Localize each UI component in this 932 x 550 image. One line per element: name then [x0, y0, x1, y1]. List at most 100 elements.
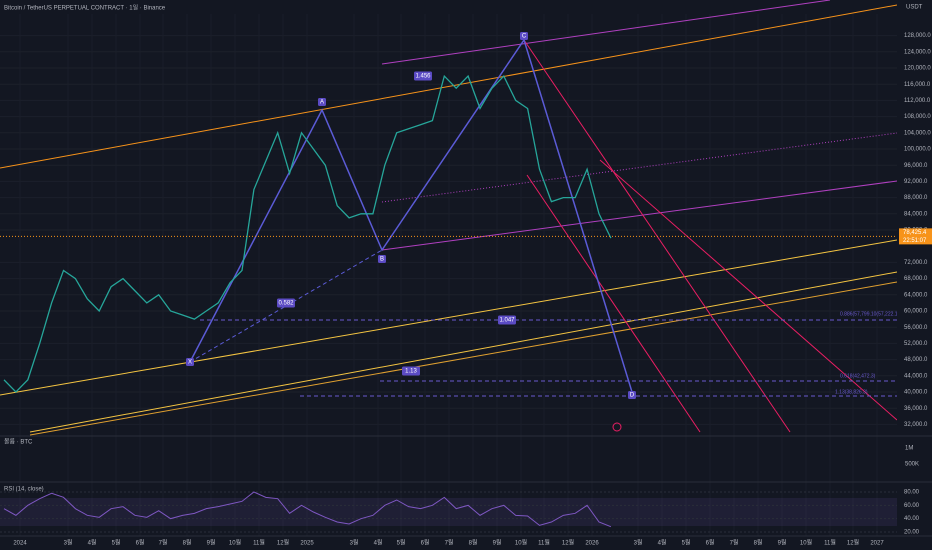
rsi-title: RSI (14, close)	[4, 487, 44, 493]
ratio-label: 1.13	[405, 369, 417, 375]
currency: USDT	[906, 5, 923, 11]
last-price-box	[899, 228, 932, 245]
time-label: 11월	[253, 539, 265, 547]
price-tick-label: 104,000.0	[904, 130, 931, 136]
price-axis	[897, 0, 932, 550]
ratio-box	[414, 71, 432, 81]
pattern-point-box	[628, 391, 636, 399]
time-label: 10월	[229, 539, 241, 547]
time-label: 2026	[585, 541, 599, 547]
ratio-box	[498, 315, 516, 325]
time-label: 8월	[754, 539, 763, 547]
time-label: 2027	[870, 541, 884, 547]
price-tick-label: 88,000.0	[904, 195, 928, 201]
fib-label: 0.886(57,799.10(57,222.1))	[840, 311, 901, 317]
time-label: 9월	[493, 539, 502, 547]
price-tick-label: 92,000.0	[904, 179, 928, 185]
price-tick-label: 100,000.0	[904, 147, 931, 153]
ratio-label: 1.456	[415, 74, 431, 80]
price-tick-label: 44,000.0	[904, 373, 928, 379]
price-line	[3, 74, 612, 393]
price-tick-label: 60,000.0	[904, 309, 928, 315]
time-label: 3월	[350, 539, 359, 547]
time-label: 5월	[397, 539, 406, 547]
trend-line	[29, 281, 898, 436]
rsi-tick-label: 40.00	[904, 516, 920, 522]
channel-line	[381, 180, 898, 251]
time-label: 3월	[64, 539, 73, 547]
rsi-tick-label: 60.00	[904, 503, 920, 509]
rsi-tick-label: 80.00	[904, 490, 920, 496]
grid	[0, 14, 897, 536]
chart-title: Bitcoin / TetherUS PERPETUAL CONTRACT · …	[4, 4, 166, 12]
time-label: 8월	[469, 539, 478, 547]
price-tick-label: 40,000.0	[904, 390, 928, 396]
price-tick-label: 36,000.0	[904, 406, 928, 412]
rsi-band	[0, 498, 897, 526]
time-label: 10월	[515, 539, 527, 547]
pattern-point-box	[186, 358, 194, 366]
time-label: 11월	[824, 539, 836, 547]
time-label: 9월	[207, 539, 216, 547]
price-tick-label: 32,000.0	[904, 422, 928, 428]
price-tick-label: 120,000.0	[904, 66, 931, 72]
ratio-box	[402, 366, 420, 376]
time-label: 8월	[183, 539, 192, 547]
time-label: 4월	[374, 539, 383, 547]
volume-tick: 500K	[905, 462, 919, 468]
time-label: 7월	[159, 539, 168, 547]
time-label: 11월	[538, 539, 550, 547]
time-label: 2025	[300, 541, 314, 547]
pattern-point-box	[318, 98, 326, 106]
time-label: 10월	[800, 539, 812, 547]
xabcd-pattern	[381, 39, 525, 251]
price-tick-label: 52,000.0	[904, 341, 928, 347]
time-label: 12월	[847, 539, 859, 547]
time-label: 4월	[658, 539, 667, 547]
time-label: 6월	[421, 539, 430, 547]
pattern-point-box	[520, 32, 528, 40]
time-label: 2024	[13, 541, 27, 547]
rsi-line	[3, 491, 612, 528]
price-tick-label: 68,000.0	[904, 276, 928, 282]
price-tick-label: 72,000.0	[904, 260, 928, 266]
price-tick-label: 128,000.0	[904, 33, 931, 39]
ratio-box	[277, 298, 295, 308]
channel-line	[526, 174, 701, 433]
channel-line	[381, 0, 831, 65]
trend-line	[0, 4, 898, 169]
time-label: 5월	[682, 539, 691, 547]
pattern-point: X	[188, 360, 192, 366]
drawings	[0, 0, 898, 436]
time-label: 7월	[730, 539, 739, 547]
trend-line	[0, 239, 898, 396]
price-tick-label: 84,000.0	[904, 211, 928, 217]
price-tick-label: 56,000.0	[904, 325, 928, 331]
plot: X A B C D 1.456 0.582 1.047 1.13 0.886(57,799.10(…	[0, 32, 901, 399]
pattern-point: A	[320, 100, 324, 106]
last-price-label: 78,425.4	[903, 230, 927, 236]
pattern-point: C	[522, 34, 527, 40]
time-label: 6월	[706, 539, 715, 547]
time-label: 7월	[445, 539, 454, 547]
price-tick-label: 108,000.0	[904, 114, 931, 120]
marker	[612, 422, 622, 432]
trend-line	[29, 271, 898, 433]
ratio-label: 1.047	[499, 318, 515, 324]
fib-label: 1.13(38,826.3)	[835, 389, 868, 395]
volume-title: 볼륨 · BTC	[4, 439, 33, 446]
ratio-label: 0.582	[278, 301, 294, 307]
rsi-tick-label: 20.00	[904, 530, 920, 536]
xabcd-pattern	[189, 249, 383, 363]
pattern-point: B	[380, 257, 384, 263]
time-label: 12월	[562, 539, 574, 547]
time-label: 12월	[277, 539, 289, 547]
price-tick-label: 48,000.0	[904, 357, 928, 363]
countdown-label: 22:51:07	[903, 238, 927, 244]
price-tick-label: 124,000.0	[904, 49, 931, 55]
channel-line	[599, 159, 898, 421]
time-label: 6월	[136, 539, 145, 547]
price-tick-label: 64,000.0	[904, 292, 928, 298]
